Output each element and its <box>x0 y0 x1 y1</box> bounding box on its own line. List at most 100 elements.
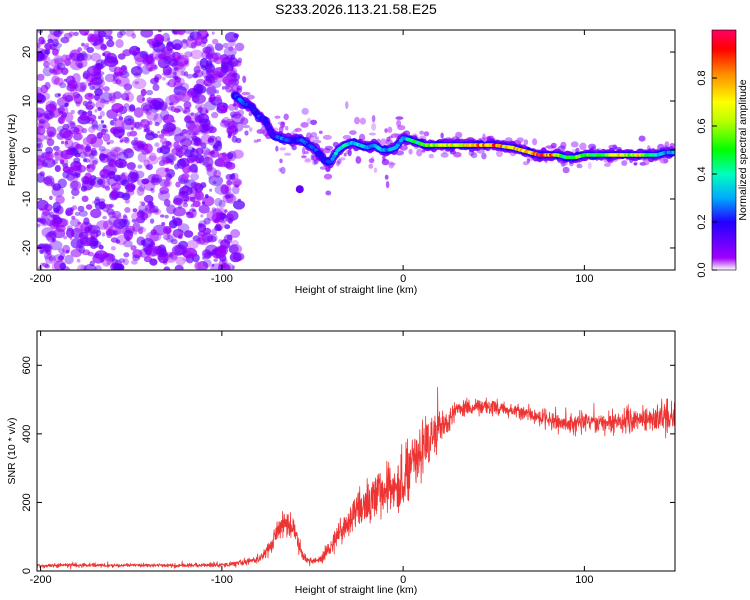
noise-blob <box>204 100 217 111</box>
noise-blob <box>95 74 105 85</box>
noise-blob <box>206 85 217 95</box>
noise-blob <box>126 189 135 196</box>
noise-blob <box>149 204 154 210</box>
noise-blob <box>159 179 171 188</box>
noise-blob <box>53 55 64 65</box>
halo-blob <box>373 167 378 173</box>
noise-blob <box>160 109 170 121</box>
noise-blob <box>157 130 161 134</box>
noise-blob <box>71 196 75 200</box>
noise-blob <box>150 188 155 193</box>
noise-blob <box>179 186 193 196</box>
noise-blob <box>37 158 44 170</box>
noise-blob <box>83 264 97 270</box>
colorbar-tick-label: 0.8 <box>696 70 708 85</box>
noise-blob <box>94 265 102 270</box>
halo-blob <box>228 80 237 88</box>
halo-blob <box>633 162 637 166</box>
noise-blob <box>65 207 74 216</box>
halo-blob <box>421 149 426 153</box>
noise-blob <box>84 32 89 36</box>
noise-blob <box>168 132 173 136</box>
noise-blob <box>220 61 229 70</box>
noise-blob <box>138 185 146 192</box>
noise-blob <box>44 122 51 130</box>
halo-blob <box>279 147 286 151</box>
noise-blob <box>42 219 48 226</box>
noise-blob <box>37 51 45 62</box>
noise-blob <box>113 230 118 236</box>
noise-blob <box>194 35 203 46</box>
noise-blob <box>65 173 76 181</box>
noise-blob <box>161 222 166 226</box>
noise-blob <box>118 258 126 264</box>
noise-blob <box>218 259 226 269</box>
noise-blob <box>101 203 107 209</box>
noise-blob <box>42 66 53 77</box>
noise-blob <box>186 73 193 79</box>
noise-blob <box>149 152 157 162</box>
noise-blob <box>46 138 55 147</box>
noise-blob <box>133 107 144 118</box>
noise-blob <box>131 259 138 265</box>
noise-blob <box>128 104 136 112</box>
halo-blob <box>587 162 592 170</box>
noise-blob <box>117 113 123 118</box>
noise-blob <box>116 266 123 270</box>
y-tick-label: -20 <box>21 240 33 256</box>
noise-blob <box>104 52 118 64</box>
noise-blob <box>124 207 131 213</box>
noise-blob <box>162 122 176 133</box>
noise-blob <box>180 138 193 147</box>
noise-blob <box>167 37 171 42</box>
noise-blob <box>140 119 145 123</box>
noise-blob <box>47 38 54 44</box>
noise-blob <box>98 84 104 91</box>
noise-blob <box>190 173 200 181</box>
noise-blob <box>221 116 231 126</box>
noise-blob <box>37 42 41 49</box>
noise-blob <box>96 132 103 140</box>
noise-blob <box>204 194 209 199</box>
noise-blob <box>182 202 188 208</box>
noise-blob <box>211 263 215 267</box>
halo-blob <box>277 121 286 125</box>
noise-blob <box>194 169 198 174</box>
noise-blob <box>100 79 106 87</box>
noise-blob <box>57 255 64 261</box>
halo-blob <box>310 119 318 126</box>
noise-blob <box>210 70 222 80</box>
noise-blob <box>166 154 177 163</box>
noise-blob <box>175 181 181 188</box>
noise-blob <box>108 211 117 218</box>
noise-blob <box>53 77 64 86</box>
noise-blob <box>184 149 193 158</box>
halo-blob <box>397 125 406 131</box>
halo-blob <box>278 167 282 172</box>
halo-blob <box>481 152 487 160</box>
noise-blob <box>158 160 166 167</box>
halo-blob <box>395 116 404 120</box>
noise-blob <box>65 249 70 254</box>
halo-blob <box>388 161 395 169</box>
noise-blob <box>102 215 107 220</box>
noise-blob <box>150 77 159 85</box>
noise-blob <box>37 132 46 142</box>
noise-blob <box>45 146 53 154</box>
noise-blob <box>163 199 171 207</box>
noise-blob <box>44 42 53 50</box>
noise-blob <box>97 107 102 111</box>
halo-blob <box>348 149 352 157</box>
halo-blob <box>659 158 669 164</box>
noise-blob <box>61 140 65 145</box>
noise-blob <box>123 219 128 225</box>
noise-blob <box>82 100 89 107</box>
noise-blob <box>164 167 169 173</box>
noise-blob <box>170 105 176 112</box>
noise-blob <box>149 218 155 224</box>
noise-blob <box>172 119 176 123</box>
halo-blob <box>336 160 340 167</box>
noise-blob <box>231 135 238 143</box>
halo-blob <box>322 148 331 154</box>
noise-blob <box>186 211 194 219</box>
